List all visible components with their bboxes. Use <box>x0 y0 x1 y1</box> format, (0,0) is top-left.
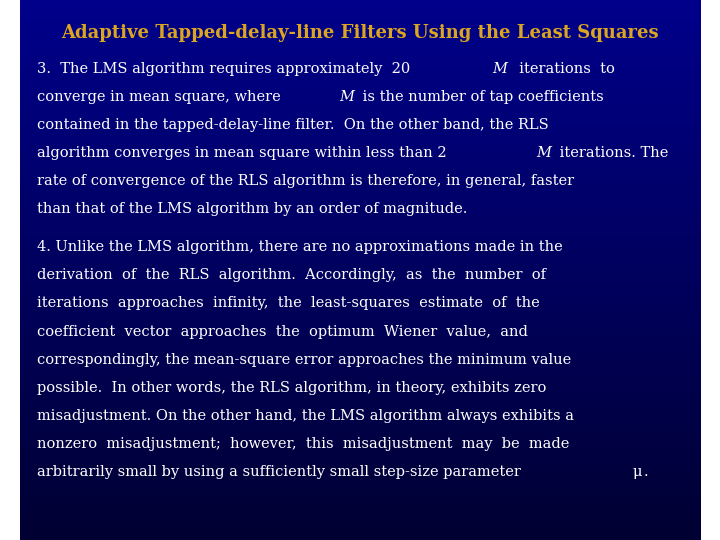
Text: M: M <box>492 62 507 76</box>
Text: 4. Unlike the LMS algorithm, there are no approximations made in the: 4. Unlike the LMS algorithm, there are n… <box>37 240 562 254</box>
Text: contained in the tapped-delay-line filter.  On the other band, the RLS: contained in the tapped-delay-line filte… <box>37 118 549 132</box>
Text: .: . <box>644 465 649 479</box>
Text: μ: μ <box>632 465 642 479</box>
Text: derivation  of  the  RLS  algorithm.  Accordingly,  as  the  number  of: derivation of the RLS algorithm. Accordi… <box>37 268 546 282</box>
Text: Adaptive Tapped-delay-line Filters Using the Least Squares: Adaptive Tapped-delay-line Filters Using… <box>61 24 659 42</box>
Text: 3.  The LMS algorithm requires approximately  20: 3. The LMS algorithm requires approximat… <box>37 62 410 76</box>
Text: nonzero  misadjustment;  however,  this  misadjustment  may  be  made: nonzero misadjustment; however, this mis… <box>37 437 570 451</box>
Text: is the number of tap coefficients: is the number of tap coefficients <box>358 90 603 104</box>
Text: arbitrarily small by using a sufficiently small step-size parameter: arbitrarily small by using a sufficientl… <box>37 465 526 479</box>
Text: converge in mean square, where: converge in mean square, where <box>37 90 285 104</box>
Text: possible.  In other words, the RLS algorithm, in theory, exhibits zero: possible. In other words, the RLS algori… <box>37 381 546 395</box>
Text: algorithm converges in mean square within less than 2: algorithm converges in mean square withi… <box>37 146 446 160</box>
Text: rate of convergence of the RLS algorithm is therefore, in general, faster: rate of convergence of the RLS algorithm… <box>37 174 574 188</box>
Text: iterations  to: iterations to <box>510 62 615 76</box>
Text: M: M <box>536 146 552 160</box>
Text: correspondingly, the mean-square error approaches the minimum value: correspondingly, the mean-square error a… <box>37 353 571 367</box>
Text: coefficient  vector  approaches  the  optimum  Wiener  value,  and: coefficient vector approaches the optimu… <box>37 325 528 339</box>
Text: iterations  approaches  infinity,  the  least-squares  estimate  of  the: iterations approaches infinity, the leas… <box>37 296 539 310</box>
Text: iterations. The: iterations. The <box>554 146 668 160</box>
Text: M: M <box>340 90 355 104</box>
Text: misadjustment. On the other hand, the LMS algorithm always exhibits a: misadjustment. On the other hand, the LM… <box>37 409 574 423</box>
Text: than that of the LMS algorithm by an order of magnitude.: than that of the LMS algorithm by an ord… <box>37 202 467 217</box>
